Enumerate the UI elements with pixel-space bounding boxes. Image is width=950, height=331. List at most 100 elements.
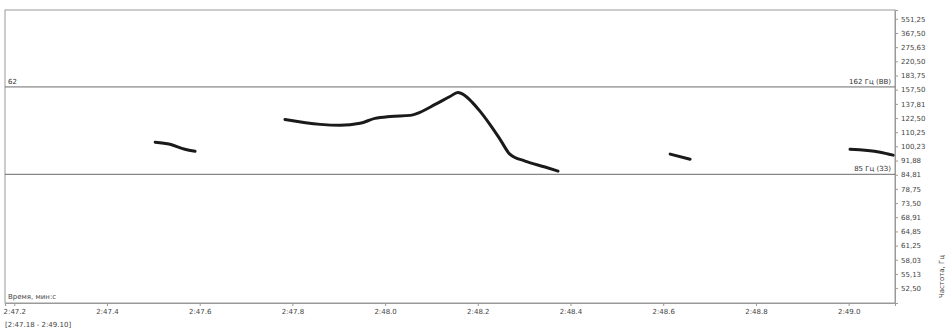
- tick-label: 183,75: [901, 72, 926, 80]
- tick-mark: [107, 303, 108, 306]
- tick-label: 78,75: [901, 186, 921, 194]
- tick-label: 64,85: [901, 228, 921, 236]
- tick-label: 2:47.8: [282, 308, 304, 316]
- tick: 73,50: [895, 200, 921, 208]
- tick: 61,25: [895, 242, 921, 250]
- plot-frame: [5, 10, 895, 303]
- tick-mark: [895, 47, 898, 48]
- tick-mark: [756, 303, 757, 306]
- tick-label: 2:47.2: [4, 308, 26, 316]
- tick: 122,50: [895, 115, 926, 123]
- chart: 162 Гц (ВВ)6285 Гц (ЗЗ)2:47.22:47.42:47.…: [0, 0, 950, 331]
- tick-mark: [895, 33, 898, 34]
- tick: 137,81: [895, 101, 926, 109]
- tick: 2:48.4: [560, 303, 583, 316]
- tick-label: 52,50: [901, 285, 921, 293]
- tick-mark: [849, 303, 850, 306]
- tick-mark: [895, 274, 898, 275]
- annotation-label: 85 Гц (ЗЗ): [854, 165, 891, 173]
- tick-label: 2:48.0: [374, 308, 396, 316]
- tick-mark: [895, 189, 898, 190]
- tick-label: 2:47.6: [189, 308, 212, 316]
- tick: 100,23: [895, 143, 926, 151]
- tick: 2:47.4: [96, 303, 119, 316]
- plot-area: [5, 87, 895, 174]
- tick: 367,50: [895, 30, 926, 38]
- tick-mark: [14, 303, 15, 306]
- tick: 2:47.6: [189, 303, 212, 316]
- tick: 2:47.2: [4, 303, 26, 316]
- tick-mark: [571, 303, 572, 306]
- tick: 220,50: [895, 58, 926, 66]
- tick: 2:48.2: [467, 303, 489, 316]
- tick-mark: [895, 203, 898, 204]
- tick-mark: [895, 161, 898, 162]
- trace-line: [850, 149, 893, 155]
- tick: 55,13: [895, 271, 921, 279]
- tick: 84,81: [895, 171, 921, 179]
- tick: 2:48.6: [653, 303, 676, 316]
- tick-label: 110,25: [901, 129, 926, 137]
- tick-mark: [895, 76, 898, 77]
- tick-label: 157,50: [901, 86, 926, 94]
- tick-mark: [478, 303, 479, 306]
- trace-line: [285, 92, 558, 171]
- tick-label: 2:48.6: [653, 308, 676, 316]
- tick-label: 58,03: [901, 256, 921, 264]
- tick-label: 61,25: [901, 242, 921, 250]
- tick-label: 68,91: [901, 214, 921, 222]
- x-axis: 2:47.2 2:47.4 2:47.6 2:47.8 2:48.0 2:48.2 2:48…: [4, 303, 896, 316]
- tick: 2:47.8: [282, 303, 304, 316]
- tick: 183,75: [895, 72, 926, 80]
- tick-mark: [895, 61, 898, 62]
- axis-line: [896, 11, 899, 304]
- tick: 52,50: [895, 285, 921, 293]
- tick: 157,50: [895, 86, 926, 94]
- tick-label: 2:49.0: [838, 308, 860, 316]
- tick-label: 2:48.2: [467, 308, 489, 316]
- tick-label: 2:48.8: [745, 308, 767, 316]
- tick-mark: [895, 175, 898, 176]
- tick: 68,91: [895, 214, 921, 222]
- tick-mark: [292, 303, 293, 306]
- y-axis: 551,25 367,50 275,63 220,50 183,75 157,50 137,…: [895, 11, 926, 304]
- tick-label: 220,50: [901, 58, 926, 66]
- tick-label: 367,50: [901, 30, 926, 38]
- tick-mark: [895, 146, 898, 147]
- tick-label: 84,81: [901, 171, 921, 179]
- axis-line: [6, 304, 896, 307]
- tick-mark: [895, 132, 898, 133]
- y-axis-title: Частота, Гц: [938, 255, 946, 298]
- tick-mark: [200, 303, 201, 306]
- trace-line: [670, 154, 690, 159]
- tick-label: 100,23: [901, 143, 926, 151]
- tick-label: 2:48.4: [560, 308, 583, 316]
- tick: 2:48.0: [374, 303, 396, 316]
- tick: 58,03: [895, 256, 921, 264]
- tick-mark: [895, 246, 898, 247]
- annotation-line: [5, 86, 895, 87]
- tick-mark: [895, 217, 898, 218]
- tick-mark: [895, 104, 898, 105]
- tick: 91,88: [895, 157, 921, 165]
- tick: 78,75: [895, 186, 921, 194]
- tick-label: 2:47.4: [96, 308, 119, 316]
- tick-mark: [895, 260, 898, 261]
- trace-line: [155, 142, 195, 151]
- tick-mark: [895, 288, 898, 289]
- annotation-line: [5, 174, 895, 175]
- tick-mark: [895, 231, 898, 232]
- tick-label: 275,63: [901, 44, 926, 52]
- tick: 110,25: [895, 129, 926, 137]
- tick-mark: [895, 19, 898, 20]
- tick-mark: [663, 303, 664, 306]
- tick-mark: [895, 118, 898, 119]
- tick-label: 91,88: [901, 157, 921, 165]
- tick-mark: [385, 303, 386, 306]
- annotation-label: 62: [8, 78, 17, 86]
- tick-label: 122,50: [901, 115, 926, 123]
- x-axis-title: Время, мин:с: [8, 293, 56, 301]
- tick-label: 55,13: [901, 271, 921, 279]
- tick-label: 551,25: [901, 16, 926, 24]
- tick: 551,25: [895, 16, 926, 24]
